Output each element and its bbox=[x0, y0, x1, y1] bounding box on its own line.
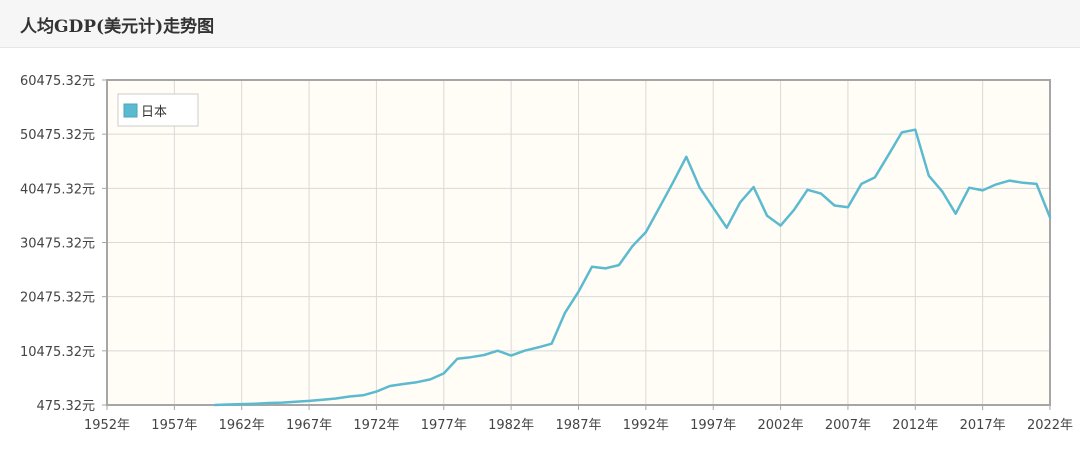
y-tick-label: 30475.32元 bbox=[20, 237, 95, 252]
x-tick-label: 1972年 bbox=[353, 418, 399, 433]
x-tick-label: 1992年 bbox=[623, 418, 669, 433]
x-tick-label: 2022年 bbox=[1027, 418, 1073, 433]
y-tick-label: 60475.32元 bbox=[20, 74, 95, 89]
y-tick-label: 10475.32元 bbox=[20, 345, 95, 360]
x-axis-ticks: 1952年 1957年 1962年 1967年 1972年 1977年 1982年 1987年… bbox=[84, 405, 1073, 433]
y-tick-label: 475.32元 bbox=[37, 399, 96, 414]
legend[interactable]: 日本 bbox=[117, 93, 199, 127]
y-tick-label: 40475.32元 bbox=[20, 182, 95, 197]
chart-title: 人均GDP(美元计)走势图 bbox=[20, 17, 215, 37]
x-tick-label: 1977年 bbox=[421, 418, 467, 433]
y-tick-label: 20475.32元 bbox=[20, 291, 95, 306]
x-tick-label: 1957年 bbox=[151, 418, 197, 433]
x-tick-label: 1987年 bbox=[555, 418, 601, 433]
x-tick-label: 1982年 bbox=[488, 418, 534, 433]
x-tick-label: 2012年 bbox=[892, 418, 938, 433]
grid-lines bbox=[107, 80, 1050, 405]
x-tick-label: 2007年 bbox=[825, 418, 871, 433]
chart-header: 人均GDP(美元计)走势图 bbox=[0, 0, 1080, 48]
x-tick-label: 2002年 bbox=[758, 418, 804, 433]
x-tick-label: 1962年 bbox=[219, 418, 265, 433]
legend-item-japan[interactable]: 日本 bbox=[141, 105, 167, 120]
series-line-japan bbox=[213, 128, 1052, 407]
series-layer bbox=[213, 128, 1052, 407]
x-tick-label: 1967年 bbox=[286, 418, 332, 433]
x-tick-label: 2017年 bbox=[960, 418, 1006, 433]
x-tick-label: 1952年 bbox=[84, 418, 130, 433]
y-axis-ticks: 475.32元 10475.32元 20475.32元 30475.32元 40475.… bbox=[20, 74, 107, 414]
legend-swatch bbox=[123, 103, 138, 118]
y-tick-label: 50475.32元 bbox=[20, 128, 95, 143]
x-tick-label: 1997年 bbox=[690, 418, 736, 433]
